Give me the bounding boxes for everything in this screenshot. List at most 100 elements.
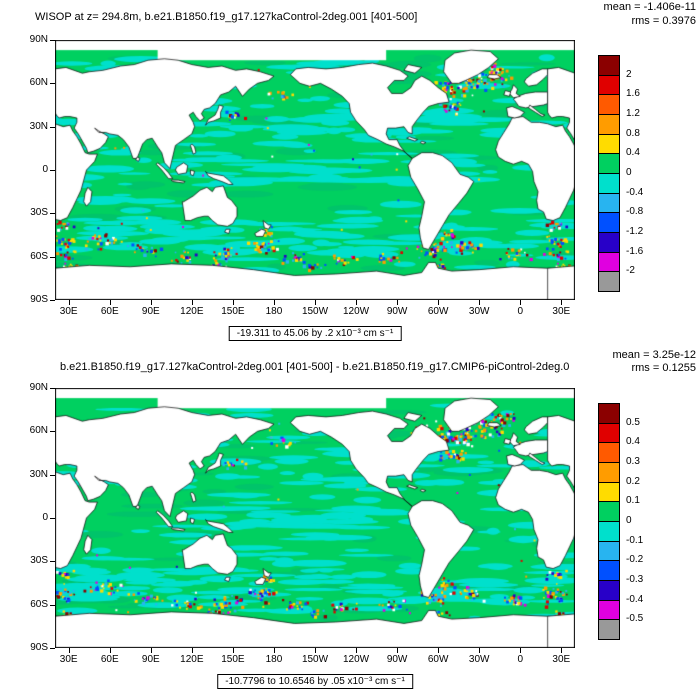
rms-value: rms = 0.1255 [631,362,696,374]
colorbar-tick-label: 2 [626,68,632,80]
colorbar-segment [598,153,620,174]
colorbar-segment [598,501,620,522]
colorbar-segment [598,599,620,621]
x-tick-label: 30E [552,654,571,665]
range-caption: -19.311 to 45.06 by .2 x10⁻³ cm s⁻¹ [228,326,402,341]
colorbar-segment [598,74,620,96]
colorbar-segment [598,521,620,542]
y-tick-mark [50,213,55,215]
x-tick-label: 30W [468,306,490,317]
x-tick-mark [479,648,481,653]
panel-2: mean = 3.25e-12 b.e21.B1850.f19_g17.127k… [0,348,700,698]
colorbar-tick-label: 0.3 [626,456,640,467]
colorbar-tick-label: 0.8 [626,127,640,139]
y-tick-mark [50,256,55,258]
x-tick-label: 30E [59,654,78,665]
colorbar-tick-label: 0 [626,515,632,526]
y-tick-label: 60N [29,77,48,89]
y-tick-mark [50,388,55,389]
colorbar-tick-label: -0.8 [626,206,644,218]
colorbar-tick-label: -0.2 [626,554,644,566]
colorbar-segment [598,422,620,444]
colorbar-segment [598,271,620,292]
colorbar-tick-label: 0.4 [626,436,640,448]
x-tick-mark [273,648,275,653]
x-tick-mark [356,300,358,305]
y-tick-label: 60S [30,598,48,610]
x-tick-label: 150E [221,306,245,317]
x-tick-mark [68,300,70,305]
x-tick-label: 150W [301,654,329,665]
x-tick-mark [150,300,152,305]
x-tick-label: 60E [100,654,119,665]
x-tick-mark [479,300,481,305]
colorbar-tick-label: 0.1 [626,495,640,507]
y-tick-label: 0 [42,164,48,175]
colorbar-tick-label: -0.1 [626,534,644,546]
range-caption: -10.7796 to 10.6546 by .05 x10⁻³ cm s⁻¹ [217,674,413,689]
y-tick-mark [50,518,55,519]
x-tick-mark [356,648,358,653]
x-tick-mark [315,648,316,653]
colorbar-tick-label: -1.6 [626,245,644,257]
y-tick-label: 90S [30,642,48,653]
mean-value: mean = 3.25e-12 [612,349,696,361]
colorbar-segment [598,133,620,155]
x-tick-mark [109,648,111,653]
colorbar-segment [598,232,620,253]
colorbar-tick-label: 0 [626,167,632,178]
x-tick-label: 150E [221,654,245,665]
y-tick-label: 30S [30,555,48,567]
x-tick-label: 120W [342,654,370,665]
y-tick-label: 30N [29,468,48,480]
colorbar-tick-label: 0.2 [626,475,640,487]
y-tick-mark [50,300,55,301]
y-tick-label: 90N [29,34,48,45]
x-tick-label: 0 [517,654,524,665]
y-tick-mark [50,170,55,171]
colorbar-segment [598,192,620,214]
colorbar-segment [598,580,620,601]
colorbar-tick-label: 1.6 [626,88,640,100]
x-tick-mark [109,300,111,305]
x-tick-label: 180 [265,306,283,317]
y-tick-mark [50,126,55,128]
colorbar-segment [598,442,620,463]
y-tick-mark [50,561,55,563]
x-tick-mark [397,300,399,305]
x-tick-label: 90W [386,306,408,317]
y-tick-label: 30S [30,207,48,219]
x-tick-mark [397,648,399,653]
colorbar-segment [598,114,620,135]
colorbar-segment [598,173,620,194]
colorbar-segment [598,619,620,640]
x-tick-label: 30E [552,306,571,317]
y-tick-label: 60S [30,250,48,262]
mean-value: mean = -1.406e-11 [603,1,696,13]
x-tick-mark [232,300,234,305]
colorbar-tick-label: 0.4 [626,147,640,159]
rms-value: rms = 0.3976 [631,15,696,27]
y-tick-label: 0 [42,512,48,523]
colorbar-tick-label: 1.2 [626,108,640,119]
x-tick-label: 120W [342,306,370,317]
x-tick-mark [561,300,563,305]
colorbar-tick-label: 0.5 [626,416,640,428]
x-tick-label: 30W [468,654,490,665]
y-tick-mark [50,40,55,41]
colorbar-segment [598,560,620,581]
x-tick-mark [273,300,275,305]
x-tick-mark [68,648,70,653]
colorbar-tick-label: -0.4 [626,593,644,605]
colorbar-tick-label: -0.4 [626,186,644,198]
x-tick-label: 30E [59,306,78,317]
x-tick-label: 90W [386,654,408,665]
y-tick-label: 90S [30,294,48,305]
colorbar-segment [598,212,620,233]
y-tick-label: 30N [29,120,48,132]
x-tick-mark [191,300,193,305]
colorbar-tick-label: -1.2 [626,226,644,237]
x-tick-mark [150,648,152,653]
x-tick-mark [438,300,440,305]
